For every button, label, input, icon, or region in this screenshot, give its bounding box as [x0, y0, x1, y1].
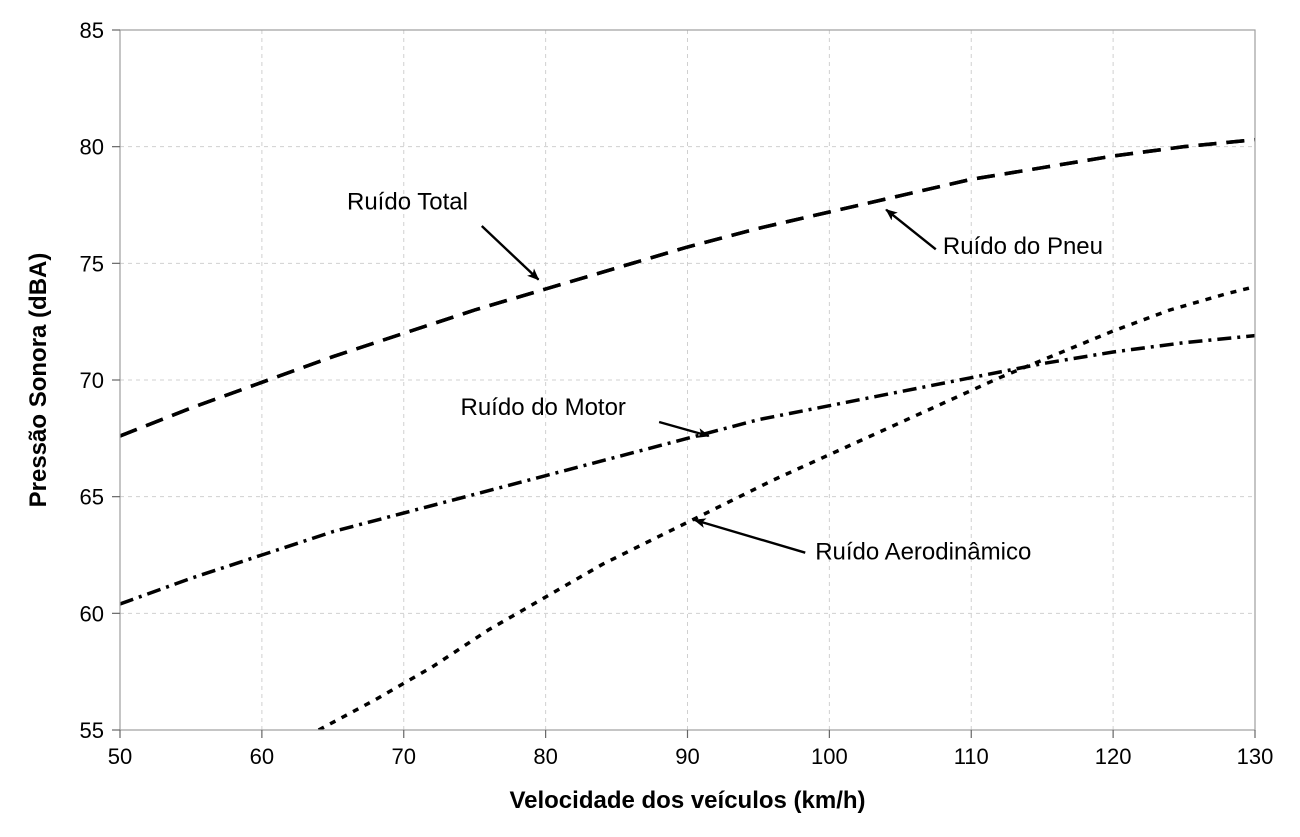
x-tick-label: 90 [675, 744, 699, 769]
y-axis-label: Pressão Sonora (dBA) [25, 253, 52, 508]
y-tick-label: 80 [80, 135, 104, 160]
x-tick-label: 60 [250, 744, 274, 769]
annotation-label: Ruído Aerodinâmico [815, 539, 1031, 566]
x-axis-label: Velocidade dos veículos (km/h) [509, 787, 865, 814]
chart-svg: 50 60 70 80 90 100 110 120 130 55 60 65 70 75 80 85 Vel… [0, 0, 1300, 837]
noise-vs-speed-chart: 50 60 70 80 90 100 110 120 130 55 60 65 70 75 80 85 Vel… [0, 0, 1300, 837]
x-tick-label: 100 [811, 744, 848, 769]
y-tick-label: 75 [80, 251, 104, 276]
y-tick-label: 55 [80, 718, 104, 743]
y-tick-label: 85 [80, 18, 104, 43]
x-tick-label: 70 [392, 744, 416, 769]
annotation-label: Ruído Total [347, 189, 468, 216]
y-tick-label: 60 [80, 601, 104, 626]
x-tick-label: 120 [1095, 744, 1132, 769]
annotation-label: Ruído do Pneu [943, 233, 1103, 260]
y-tick-label: 65 [80, 485, 104, 510]
x-tick-label: 50 [108, 744, 132, 769]
x-tick-label: 110 [954, 744, 989, 769]
annotation-label: Ruído do Motor [461, 394, 626, 421]
y-tick-label: 70 [80, 368, 104, 393]
x-tick-label: 130 [1237, 744, 1274, 769]
x-tick-label: 80 [533, 744, 557, 769]
